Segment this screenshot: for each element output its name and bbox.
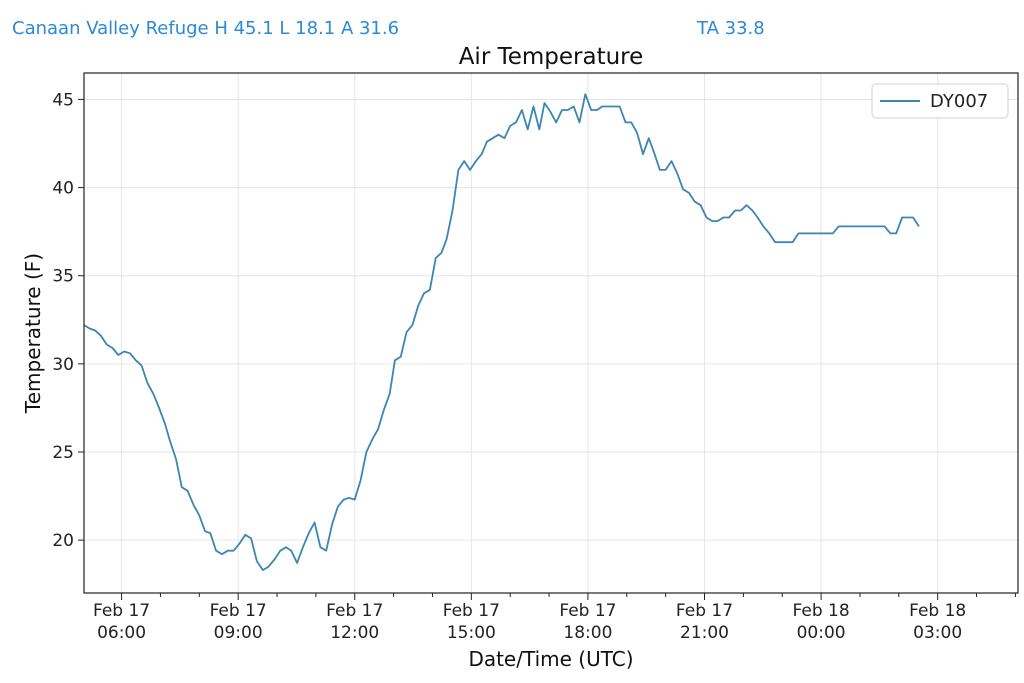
x-tick-label-date: Feb 17 — [559, 601, 616, 621]
chart-title: Air Temperature — [459, 44, 644, 70]
x-tick-label-date: Feb 17 — [326, 601, 383, 621]
y-tick-label: 25 — [52, 443, 74, 463]
x-tick-label-date: Feb 17 — [210, 601, 267, 621]
x-tick-label-date: Feb 18 — [909, 601, 966, 621]
x-tick-label-time: 00:00 — [797, 623, 846, 643]
series-layer — [83, 93, 920, 571]
x-tick-label-date: Feb 17 — [443, 601, 500, 621]
x-tick-label-time: 21:00 — [680, 623, 729, 643]
ta-readout: TA 33.8 — [697, 18, 765, 39]
x-tick-label-time: 06:00 — [97, 623, 146, 643]
x-tick-label-date: Feb 17 — [676, 601, 733, 621]
y-tick-label: 45 — [52, 90, 74, 110]
x-tick-label-time: 12:00 — [330, 623, 379, 643]
y-axis-ticks: 20 25 30 35 40 45 — [52, 90, 84, 551]
y-axis-label: Temperature (F) — [21, 253, 45, 414]
station-summary: Canaan Valley Refuge H 45.1 L 18.1 A 31.… — [12, 18, 400, 39]
grid-lines — [84, 73, 1018, 593]
y-tick-label: 35 — [52, 267, 74, 287]
x-axis-label: Date/Time (UTC) — [468, 647, 633, 671]
x-tick-label-date: Feb 18 — [793, 601, 850, 621]
x-tick-label-time: 18:00 — [563, 623, 612, 643]
x-tick-label-date: Feb 17 — [93, 601, 150, 621]
plot-frame — [83, 72, 1019, 594]
y-tick-label: 20 — [52, 531, 74, 551]
legend: DY007 — [871, 83, 1009, 119]
x-tick-label-time: 09:00 — [214, 623, 263, 643]
series-line-dy007 — [83, 93, 920, 571]
legend-label-dy007: DY007 — [930, 91, 988, 112]
y-tick-label: 30 — [52, 355, 74, 375]
x-tick-label-time: 03:00 — [913, 623, 962, 643]
y-tick-label: 40 — [52, 179, 74, 199]
legend-box — [871, 83, 1009, 119]
x-tick-label-time: 15:00 — [447, 623, 496, 643]
